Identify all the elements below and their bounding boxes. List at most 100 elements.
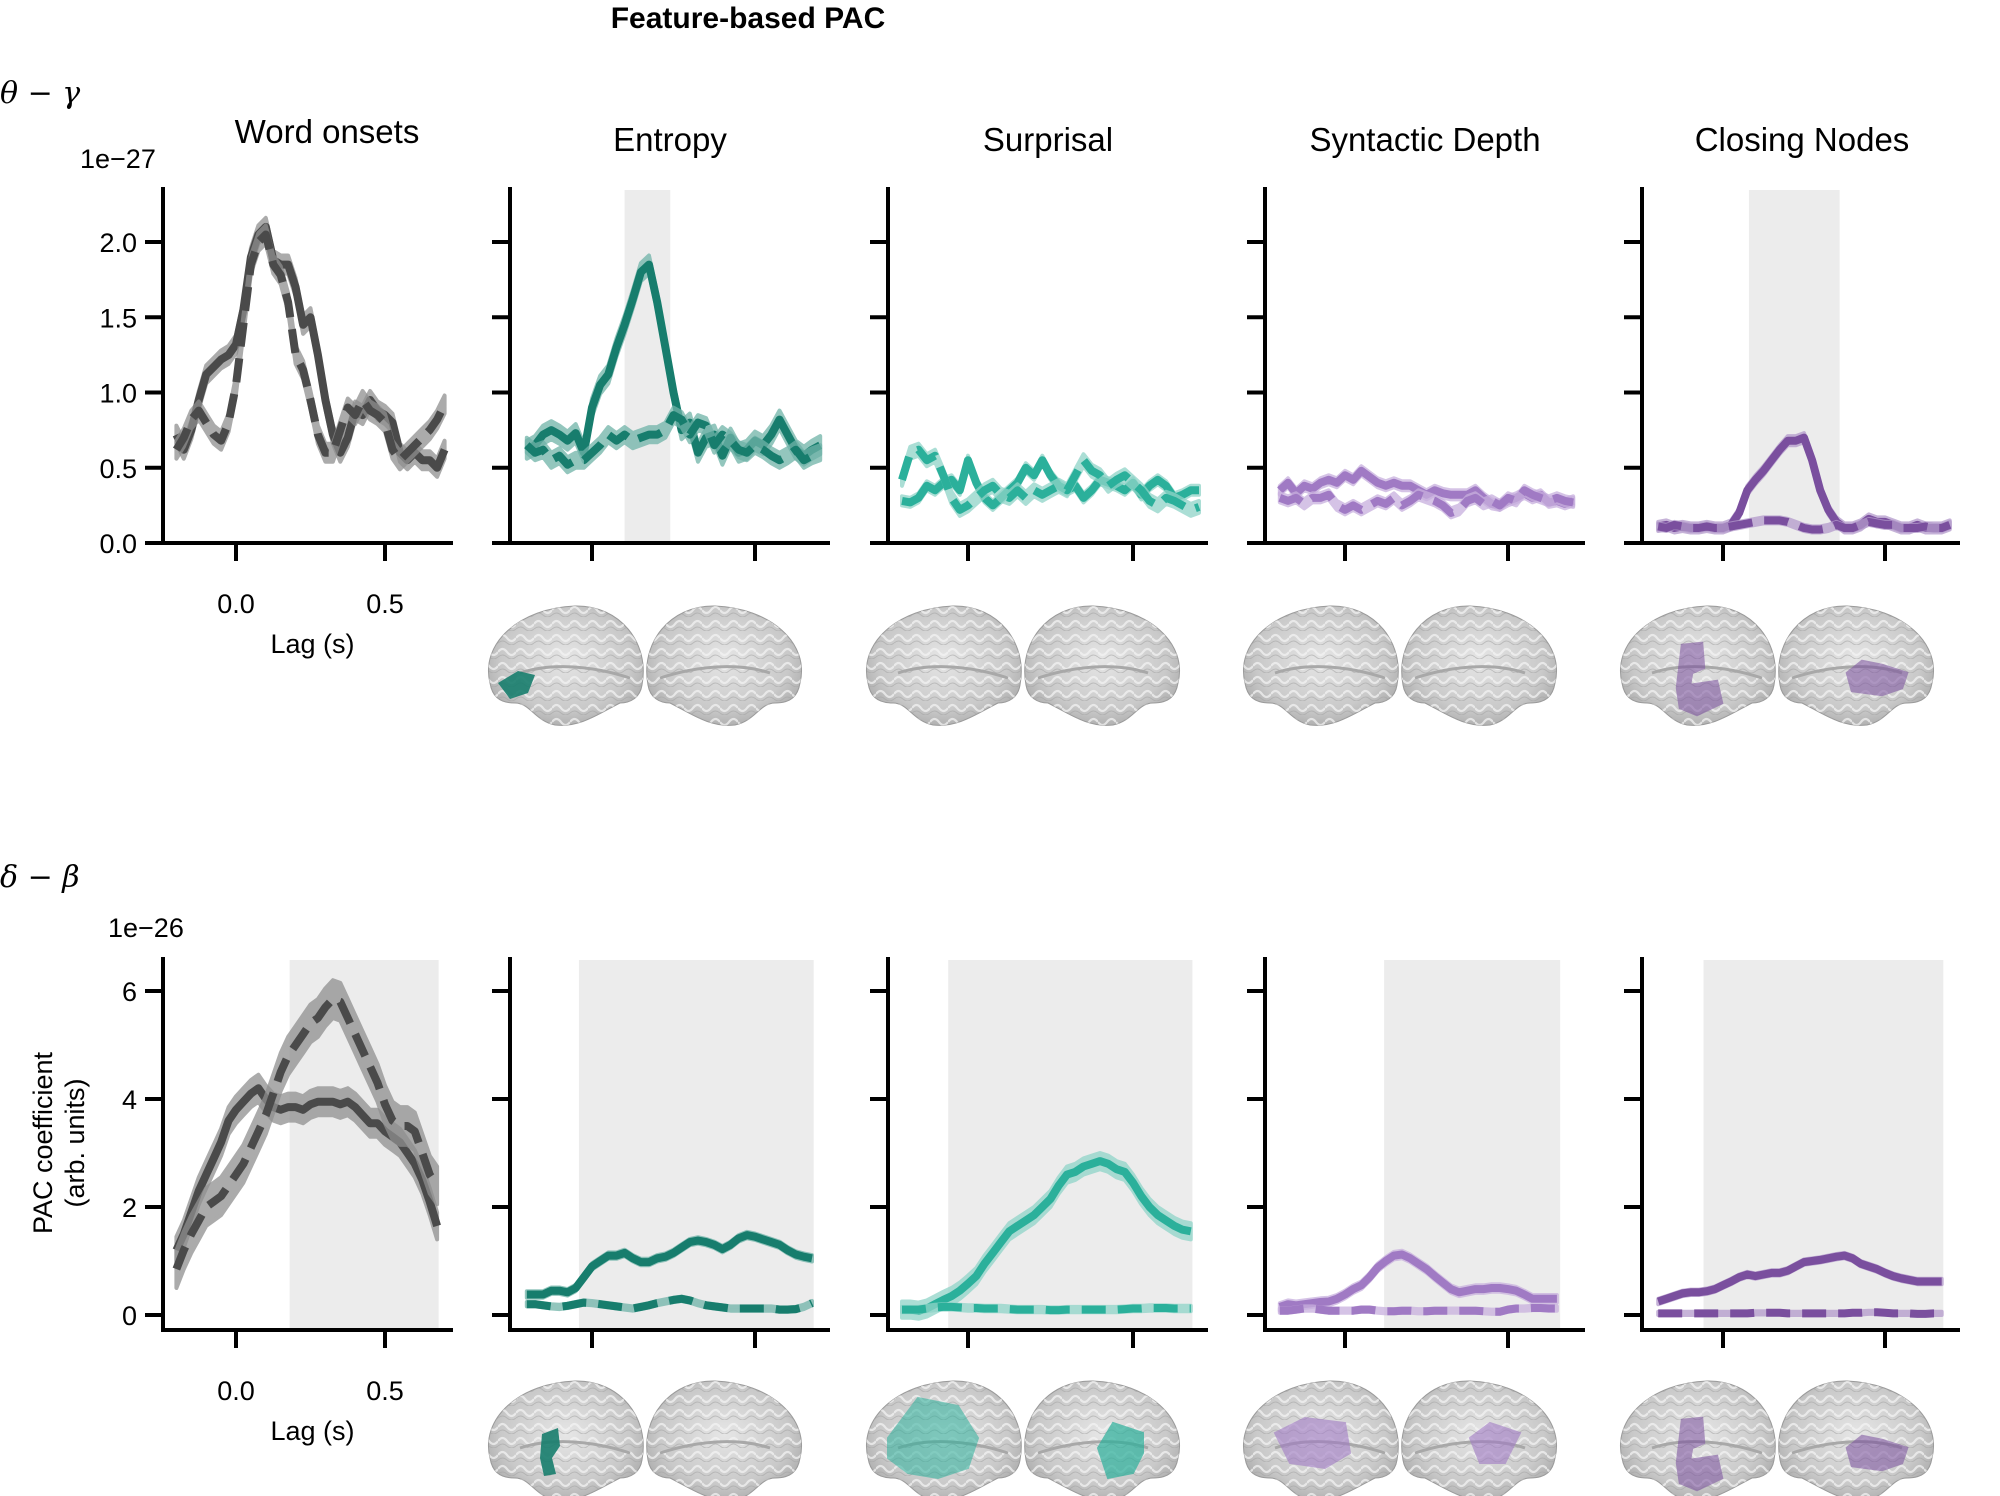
series-line-solid — [902, 1157, 1192, 1315]
brain-surface-pair — [488, 605, 802, 726]
x-axis-label: Lag (s) — [270, 629, 354, 659]
panel-title: Entropy — [613, 121, 727, 158]
significance-window — [1384, 960, 1561, 1330]
x-tick-label: 0.5 — [366, 589, 404, 619]
sylvian-fissure — [1414, 665, 1526, 680]
y-scale-label: 1e−26 — [108, 913, 184, 943]
highlighted-region — [498, 671, 535, 699]
series-line-dashed — [524, 411, 822, 469]
panel-delta-beta-4 — [1620, 957, 1960, 1496]
y-axis-label-line: (arb. units) — [60, 1078, 90, 1207]
panel-title: Surprisal — [983, 121, 1113, 158]
brain-gyri-texture — [646, 1380, 802, 1496]
right-hemisphere — [1024, 1380, 1180, 1496]
brain-gyri-texture — [488, 1380, 644, 1496]
y-tick-label: 0.0 — [99, 529, 137, 559]
left-hemisphere — [488, 1380, 644, 1496]
highlighted-region — [1273, 1416, 1352, 1470]
y-tick-label: 2.0 — [99, 228, 137, 258]
highlighted-region — [1845, 1434, 1909, 1472]
row-label: δ − β — [0, 860, 80, 895]
confidence-band-dashed — [174, 978, 440, 1290]
y-tick-label: 0.5 — [99, 454, 137, 484]
y-tick-label: 1.5 — [99, 303, 137, 333]
y-tick-label: 2 — [122, 1193, 137, 1223]
panel-theta-gamma-4: Closing Nodes — [1620, 121, 1960, 726]
series-line-dashed — [172, 230, 449, 465]
panel-title: Closing Nodes — [1695, 121, 1910, 158]
highlighted-region — [1468, 1421, 1522, 1464]
series-line-solid — [1278, 1250, 1557, 1311]
y-axis-label: PAC coefficient(arb. units) — [28, 1051, 90, 1234]
y-scale-label: 1e−27 — [80, 144, 156, 174]
brain-surface-pair — [1620, 605, 1934, 726]
brain-gyri-texture — [1778, 1380, 1934, 1496]
sylvian-fissure — [519, 665, 631, 680]
series-line-dashed — [898, 445, 1201, 514]
brain-surface-pair — [1620, 1380, 1934, 1496]
brain-gyri-texture — [1024, 1380, 1180, 1496]
significance-window — [1703, 960, 1944, 1330]
brain-surface-pair — [866, 605, 1180, 726]
x-axis-label: Lag (s) — [270, 1416, 354, 1446]
significance-window — [624, 190, 671, 543]
series-line-dashed — [1658, 1308, 1942, 1318]
highlighted-region — [1675, 641, 1724, 717]
y-tick-label: 1.0 — [99, 379, 137, 409]
confidence-band-dashed — [900, 441, 1201, 518]
brain-surface-pair — [1243, 1380, 1557, 1496]
y-axis-label-line: PAC coefficient — [28, 1051, 58, 1234]
left-hemisphere — [1243, 605, 1399, 726]
right-hemisphere — [1778, 1380, 1934, 1496]
highlighted-region — [887, 1396, 980, 1480]
panel-theta-gamma-1: Entropy — [488, 121, 830, 726]
series-line-solid — [1656, 1251, 1942, 1306]
y-tick-label: 4 — [122, 1085, 137, 1115]
panel-delta-beta-2 — [866, 957, 1208, 1496]
series-line-solid — [524, 260, 823, 460]
y-tick-label: 0 — [122, 1301, 137, 1331]
highlighted-region — [1675, 1416, 1724, 1492]
sylvian-fissure — [659, 1440, 771, 1455]
series-line-dashed — [1657, 516, 1952, 534]
sylvian-fissure — [897, 665, 1009, 680]
panel-theta-gamma-0: 0.0 0.5 1.0 1.5 2.0 0.0 0.5 Lag (s) 1e−27 θ − γ Wo… — [0, 76, 453, 659]
figure-title: Feature-based PAC — [611, 2, 886, 35]
series-line-dashed — [172, 995, 441, 1271]
row-label: θ − γ — [0, 76, 80, 111]
left-hemisphere — [866, 1380, 1022, 1496]
right-hemisphere — [1401, 1380, 1557, 1496]
significance-window — [578, 960, 814, 1330]
highlighted-region — [540, 1428, 560, 1476]
left-hemisphere — [1620, 605, 1776, 726]
left-hemisphere — [866, 605, 1022, 726]
panel-title: Word onsets — [235, 113, 420, 150]
x-tick-label: 0.0 — [217, 1376, 255, 1406]
panel-title: Syntactic Depth — [1309, 121, 1540, 158]
series-line-dashed — [1279, 1304, 1557, 1316]
right-hemisphere — [646, 1380, 802, 1496]
panel-delta-beta-0: 0 2 4 6 0.0 0.5 Lag (s) 1e−26 δ − β PAC coefficie… — [0, 860, 453, 1446]
sylvian-fissure — [1274, 665, 1386, 680]
right-hemisphere — [1401, 605, 1557, 726]
panel-delta-beta-1 — [488, 957, 830, 1496]
significance-window — [1748, 190, 1840, 543]
right-hemisphere — [1024, 605, 1180, 726]
panel-theta-gamma-3: Syntactic Depth — [1243, 121, 1585, 726]
brain-surface-pair — [488, 1380, 802, 1496]
series-line-solid — [901, 456, 1199, 510]
series-line-solid — [526, 1231, 813, 1299]
left-hemisphere — [488, 605, 644, 726]
highlighted-region — [1096, 1421, 1144, 1480]
right-hemisphere — [1778, 605, 1934, 726]
left-hemisphere — [1243, 1380, 1399, 1496]
sylvian-fissure — [519, 1440, 631, 1455]
brain-surface-pair — [1243, 605, 1557, 726]
panel-delta-beta-3 — [1243, 957, 1585, 1496]
highlighted-region — [1845, 659, 1909, 697]
sylvian-fissure — [1037, 665, 1149, 680]
right-hemisphere — [646, 605, 802, 726]
series-line-dashed — [902, 1302, 1191, 1315]
series-line-dashed — [1278, 486, 1574, 517]
